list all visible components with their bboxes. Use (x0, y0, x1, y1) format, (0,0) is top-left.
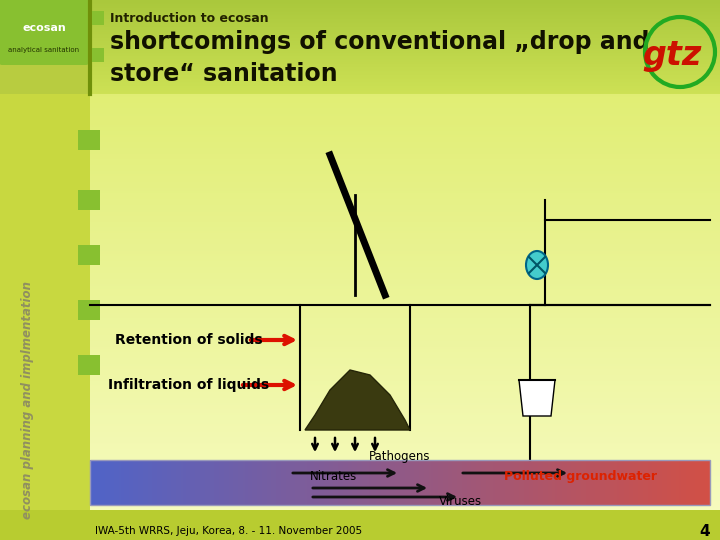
Text: store“ sanitation: store“ sanitation (110, 62, 338, 86)
Text: Retention of solids: Retention of solids (115, 333, 263, 347)
Bar (0, 0, 90, 540)
FancyBboxPatch shape (0, 0, 89, 65)
Bar (78, 355, 100, 375)
Text: Polluted groundwater: Polluted groundwater (503, 470, 657, 483)
Text: Infiltration of liquids: Infiltration of liquids (108, 378, 269, 392)
Bar (78, 245, 100, 265)
Polygon shape (305, 370, 410, 430)
Bar (92, 48, 104, 62)
Text: shortcomings of conventional „drop and: shortcomings of conventional „drop and (110, 30, 649, 54)
Text: ecosan: ecosan (22, 23, 66, 33)
Text: 4: 4 (699, 523, 710, 538)
Text: Viruses: Viruses (438, 495, 482, 508)
Bar (0, 510, 720, 540)
Bar (78, 130, 100, 150)
Text: IWA-5th WRRS, Jeju, Korea, 8. - 11. November 2005: IWA-5th WRRS, Jeju, Korea, 8. - 11. Nove… (95, 526, 362, 536)
Bar (92, 11, 104, 25)
Text: ecosan planning and implmentation: ecosan planning and implmentation (22, 281, 35, 519)
Bar (0, 0, 90, 94)
Ellipse shape (526, 251, 548, 279)
Text: Pathogens: Pathogens (369, 450, 431, 463)
Bar (90, 460, 710, 505)
Text: analytical sanitation: analytical sanitation (9, 47, 80, 53)
Polygon shape (519, 380, 555, 416)
Text: gtz: gtz (642, 38, 701, 71)
Bar (78, 190, 100, 210)
Bar (78, 300, 100, 320)
Text: Introduction to ecosan: Introduction to ecosan (110, 12, 269, 25)
Text: Nitrates: Nitrates (310, 470, 357, 483)
